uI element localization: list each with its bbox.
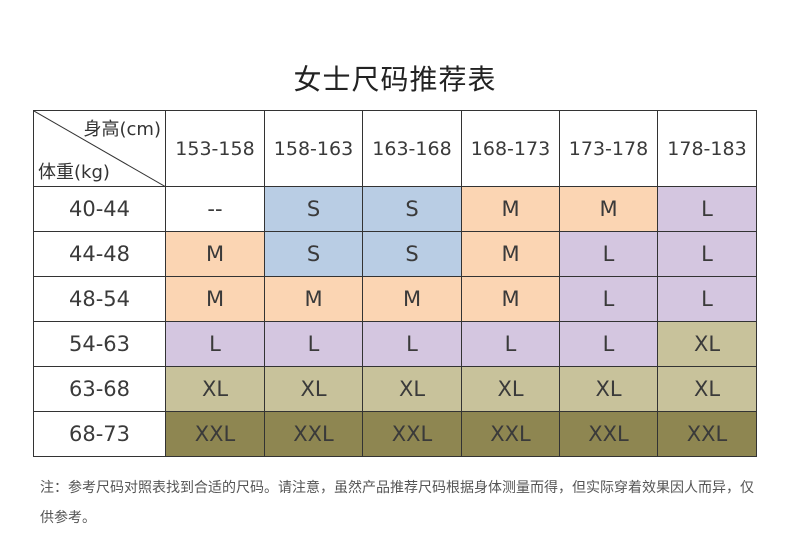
size-cell: XXL	[461, 411, 560, 457]
size-cell: M	[165, 231, 265, 277]
table-row: 68-73 XXL XXL XXL XXL XXL XXL	[33, 411, 757, 457]
table-row: 63-68 XL XL XL XL XL XL	[33, 366, 757, 412]
size-cell: L	[461, 321, 560, 367]
size-cell: XL	[362, 366, 462, 412]
size-chart-table: 身高(cm) 体重(kg) 153-158 158-163 163-168 16…	[33, 110, 757, 457]
footnote: 注：参考尺码对照表找到合适的尺码。请注意，虽然产品推荐尺码根据身体测量而得，但实…	[40, 480, 754, 526]
height-range-header: 168-173	[461, 110, 560, 187]
size-cell: S	[362, 231, 462, 277]
size-cell: M	[165, 276, 265, 322]
size-cell: XL	[461, 366, 560, 412]
table-row: 40-44 -- S S M M L	[33, 186, 757, 232]
size-cell: L	[362, 321, 462, 367]
size-cell: M	[461, 186, 560, 232]
header-row: 身高(cm) 体重(kg) 153-158 158-163 163-168 16…	[33, 110, 757, 187]
weight-range-label: 44-48	[33, 231, 166, 277]
size-cell: L	[165, 321, 265, 367]
page-title: 女士尺码推荐表	[293, 63, 497, 96]
height-range-header: 158-163	[264, 110, 363, 187]
size-cell: S	[264, 231, 363, 277]
diagonal-divider	[34, 111, 165, 186]
weight-range-label: 54-63	[33, 321, 166, 367]
size-cell: XL	[264, 366, 363, 412]
size-cell: XXL	[165, 411, 265, 457]
size-cell: L	[657, 276, 757, 322]
height-range-header: 178-183	[657, 110, 757, 187]
size-cell: L	[559, 231, 658, 277]
weight-range-label: 40-44	[33, 186, 166, 232]
size-cell: M	[461, 231, 560, 277]
size-cell: M	[362, 276, 462, 322]
size-cell: XL	[657, 321, 757, 367]
size-cell: S	[362, 186, 462, 232]
height-range-header: 173-178	[559, 110, 658, 187]
size-cell: L	[657, 231, 757, 277]
size-cell: L	[559, 321, 658, 367]
size-cell: --	[165, 186, 265, 232]
size-cell: M	[559, 186, 658, 232]
size-cell: L	[264, 321, 363, 367]
size-cell: XL	[657, 366, 757, 412]
table-row: 48-54 M M M M L L	[33, 276, 757, 322]
weight-range-label: 63-68	[33, 366, 166, 412]
weight-range-label: 48-54	[33, 276, 166, 322]
size-cell: M	[264, 276, 363, 322]
weight-range-label: 68-73	[33, 411, 166, 457]
height-range-header: 163-168	[362, 110, 462, 187]
size-cell: XXL	[657, 411, 757, 457]
height-range-header: 153-158	[165, 110, 265, 187]
height-axis-label: 身高(cm)	[83, 119, 161, 140]
size-cell: M	[461, 276, 560, 322]
size-cell: XXL	[264, 411, 363, 457]
size-cell: XXL	[362, 411, 462, 457]
size-cell: XL	[559, 366, 658, 412]
table-row: 44-48 M S S M L L	[33, 231, 757, 277]
size-cell: XL	[165, 366, 265, 412]
size-cell: S	[264, 186, 363, 232]
size-cell: XXL	[559, 411, 658, 457]
table-row: 54-63 L L L L L XL	[33, 321, 757, 367]
size-cell: L	[657, 186, 757, 232]
weight-axis-label: 体重(kg)	[38, 162, 110, 183]
corner-header-cell: 身高(cm) 体重(kg)	[33, 110, 166, 187]
size-cell: L	[559, 276, 658, 322]
